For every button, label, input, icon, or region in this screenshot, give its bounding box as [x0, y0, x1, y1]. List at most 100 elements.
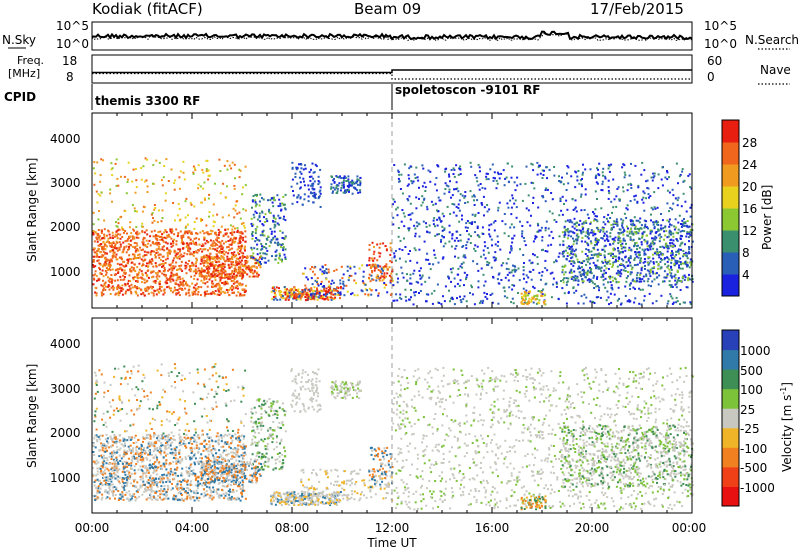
echo-point — [132, 484, 134, 487]
echo-point — [184, 231, 186, 234]
echo-point — [346, 269, 349, 272]
echo-point — [130, 261, 133, 264]
echo-point — [525, 274, 528, 277]
echo-point — [228, 259, 231, 262]
echo-point — [156, 251, 159, 254]
echo-point — [557, 298, 560, 301]
echo-point — [614, 236, 617, 239]
echo-point — [497, 240, 500, 243]
echo-point — [555, 282, 558, 285]
echo-point — [101, 285, 104, 288]
echo-point — [284, 235, 287, 238]
echo-point — [477, 286, 480, 289]
echo-point — [522, 273, 525, 276]
echo-point — [216, 213, 219, 216]
echo-point — [657, 254, 660, 256]
echo-point — [203, 238, 206, 241]
echo-point — [594, 264, 597, 267]
echo-point — [243, 224, 246, 227]
echo-point — [204, 293, 207, 295]
echo-point — [185, 283, 188, 286]
echo-point — [254, 210, 257, 213]
echo-point — [616, 299, 619, 302]
echo-point — [176, 214, 179, 217]
echo-point — [100, 291, 103, 294]
echo-point — [304, 289, 306, 291]
echo-point — [133, 246, 136, 249]
echo-point — [621, 221, 624, 224]
echo-point — [345, 284, 348, 287]
echo-point — [585, 248, 588, 251]
echo-point — [511, 284, 514, 286]
cpid-label: CPID — [4, 90, 36, 104]
echo-point — [379, 242, 382, 245]
echo-point — [626, 300, 629, 303]
echo-point — [654, 207, 657, 210]
echo-point — [685, 225, 688, 228]
echo-point — [409, 250, 411, 252]
echo-point — [195, 241, 197, 244]
echo-point — [221, 262, 224, 265]
echo-point — [667, 235, 670, 238]
echo-point — [214, 231, 217, 234]
echo-point — [593, 248, 596, 251]
echo-point — [582, 163, 584, 166]
echo-point — [253, 216, 256, 219]
echo-point — [321, 273, 324, 276]
echo-point — [603, 232, 606, 235]
echo-point — [483, 206, 486, 209]
echo-point — [105, 267, 108, 270]
echo-point — [444, 242, 447, 245]
echo-point — [464, 256, 467, 259]
echo-point — [471, 221, 474, 224]
echo-point — [97, 229, 100, 231]
echo-point — [624, 249, 627, 252]
echo-point — [621, 242, 624, 245]
colorbar-swatch — [722, 230, 739, 253]
echo-point — [146, 275, 149, 278]
echo-point — [398, 296, 401, 299]
echo-point — [312, 195, 315, 197]
echo-point — [136, 230, 139, 233]
echo-point — [227, 490, 230, 493]
echo-point — [562, 281, 565, 284]
echo-point — [332, 190, 334, 193]
echo-point — [635, 232, 638, 235]
echo-point — [680, 205, 683, 208]
echo-point — [176, 292, 179, 295]
echo-point — [461, 266, 464, 269]
echo-point — [581, 260, 584, 263]
echo-point — [228, 276, 231, 279]
echo-point — [473, 199, 475, 202]
echo-point — [251, 234, 254, 237]
echo-point — [550, 243, 553, 246]
echo-point — [342, 179, 345, 182]
echo-point — [407, 199, 410, 202]
echo-point — [311, 283, 314, 286]
echo-point — [618, 232, 621, 235]
echo-point — [678, 175, 681, 178]
echo-point — [564, 220, 567, 223]
echo-point — [570, 278, 573, 280]
echo-point — [637, 256, 640, 259]
echo-point — [457, 256, 460, 259]
echo-point — [651, 179, 654, 182]
colorbar-swatch — [722, 164, 739, 187]
echo-point — [451, 194, 454, 197]
echo-point — [395, 273, 398, 276]
echo-point — [251, 199, 254, 202]
echo-point — [683, 218, 685, 220]
echo-point — [389, 294, 392, 296]
echo-point — [278, 293, 281, 296]
echo-point — [251, 225, 254, 227]
echo-point — [319, 189, 322, 192]
echo-point — [424, 280, 427, 283]
echo-point — [117, 222, 120, 225]
echo-point — [123, 276, 126, 278]
echo-point — [175, 292, 178, 295]
echo-point — [691, 280, 694, 283]
echo-point — [294, 294, 297, 297]
echo-point — [492, 179, 495, 182]
echo-point — [92, 167, 95, 170]
echo-point — [462, 261, 465, 264]
